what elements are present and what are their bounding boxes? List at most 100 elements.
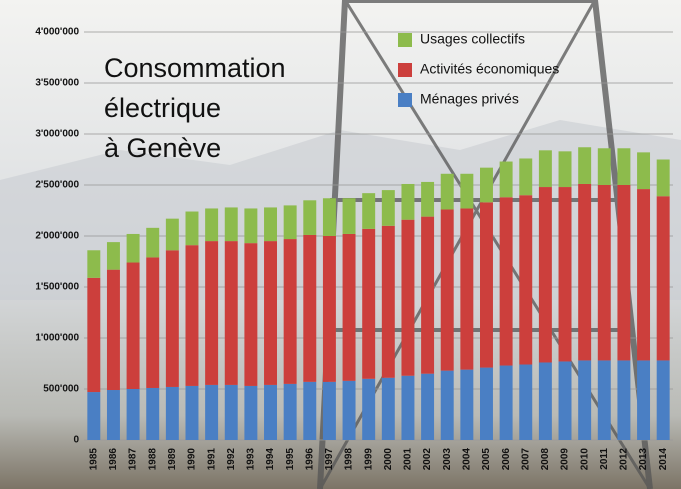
x-tick-label: 1989 xyxy=(167,448,178,471)
bar-segment xyxy=(480,202,493,368)
bar-segment xyxy=(165,386,179,440)
legend-label: Ménages privés xyxy=(420,91,519,107)
title: Consommation électrique à Genève xyxy=(104,53,286,163)
x-tick-label: 1997 xyxy=(324,448,335,471)
x-tick-label: 2005 xyxy=(481,448,492,471)
bar-segment xyxy=(460,173,474,209)
x-tick-label: 1995 xyxy=(285,448,296,471)
bar-segment xyxy=(106,390,120,440)
bar-segment xyxy=(126,233,140,263)
bar-segment xyxy=(381,225,395,378)
legend-swatch xyxy=(398,33,412,47)
bar-segment xyxy=(106,242,120,270)
bar-segment xyxy=(205,384,219,440)
x-tick-label: 1999 xyxy=(363,448,374,471)
bar-segment xyxy=(87,250,101,278)
bar-segment xyxy=(264,207,277,242)
bar-segment xyxy=(597,360,611,440)
bar-segment xyxy=(538,187,552,363)
bar-segment xyxy=(421,373,435,440)
bar-segment xyxy=(460,208,474,370)
bar-segment xyxy=(381,377,395,440)
y-tick-label: 2'500'000 xyxy=(35,180,79,191)
y-tick-label: 500'000 xyxy=(43,384,79,395)
bar-segment xyxy=(637,189,651,361)
y-tick-label: 0 xyxy=(73,435,79,446)
x-tick-label: 1991 xyxy=(206,448,217,471)
bar-segment xyxy=(146,387,160,440)
bar-segment xyxy=(322,381,336,440)
bar-segment xyxy=(480,167,493,203)
bar-segment xyxy=(578,147,592,184)
bar-segment xyxy=(322,198,336,236)
bar-segment xyxy=(617,185,631,361)
bar-segment xyxy=(342,233,356,381)
x-tick-label: 1994 xyxy=(265,448,276,471)
bar-segment xyxy=(264,384,277,440)
bar-segment xyxy=(165,250,179,387)
x-tick-label: 1987 xyxy=(128,448,139,471)
x-tick-label: 2007 xyxy=(520,448,531,471)
y-tick-label: 3'500'000 xyxy=(35,78,79,89)
x-tick-label: 2008 xyxy=(540,448,551,471)
bar-segment xyxy=(205,241,219,385)
legend-label: Usages collectifs xyxy=(420,31,525,47)
bar-segment xyxy=(538,150,552,188)
x-tick-label: 1986 xyxy=(108,448,119,471)
legend-swatch xyxy=(398,93,412,107)
x-tick-label: 2006 xyxy=(501,448,512,471)
bar-segment xyxy=(185,385,199,440)
x-tick-label: 1992 xyxy=(226,448,237,471)
bar-segment xyxy=(538,362,552,440)
x-tick-label: 2000 xyxy=(383,448,394,471)
bar-segment xyxy=(244,243,258,386)
bar-segment xyxy=(460,369,474,440)
bar-segment xyxy=(597,148,611,185)
bar-segment xyxy=(87,277,101,393)
x-tick-label: 2011 xyxy=(599,448,610,470)
y-tick-label: 1'000'000 xyxy=(35,333,79,344)
bar-segment xyxy=(283,239,297,384)
bar-segment xyxy=(656,360,670,440)
x-tick-label: 2014 xyxy=(658,448,669,471)
bar-segment xyxy=(499,197,513,366)
x-tick-label: 1985 xyxy=(88,448,99,471)
bar-segment xyxy=(519,158,533,196)
bar-segment xyxy=(146,257,160,388)
x-tick-label: 2012 xyxy=(619,448,630,471)
bar-segment xyxy=(519,195,533,365)
bar-segment xyxy=(165,218,179,251)
bar-segment xyxy=(558,361,572,440)
bar-segment xyxy=(283,383,297,440)
legend-label: Activités économiques xyxy=(420,61,559,77)
bar-segment xyxy=(244,208,258,244)
x-tick-label: 2001 xyxy=(403,448,414,471)
bar-segment xyxy=(322,236,336,382)
bar-segment xyxy=(185,245,199,386)
chart-title-line: Consommation xyxy=(104,53,286,83)
bar-segment xyxy=(224,207,238,242)
bar-segment xyxy=(283,205,297,240)
bar-segment xyxy=(342,380,356,440)
bar-segment xyxy=(656,196,670,361)
bar-segment xyxy=(401,375,415,440)
bar-segment xyxy=(224,384,238,440)
bar-segment xyxy=(656,159,670,197)
y-tick-label: 3'000'000 xyxy=(35,129,79,140)
x-tick-label: 2004 xyxy=(461,448,472,471)
bar-segment xyxy=(401,183,415,220)
y-tick-label: 4'000'000 xyxy=(35,27,79,38)
bar-segment xyxy=(440,209,454,371)
bar-segment xyxy=(421,181,435,217)
bar-segment xyxy=(205,208,219,242)
bar-segment xyxy=(342,198,356,234)
bar-segment xyxy=(421,216,435,374)
bar-segment xyxy=(519,364,533,440)
x-tick-label: 1998 xyxy=(344,448,355,471)
bar-segment xyxy=(106,269,120,391)
bar-segment xyxy=(558,187,572,362)
bar-segment xyxy=(362,378,376,440)
x-tick-label: 1993 xyxy=(246,448,257,471)
bar-segment xyxy=(480,367,493,440)
